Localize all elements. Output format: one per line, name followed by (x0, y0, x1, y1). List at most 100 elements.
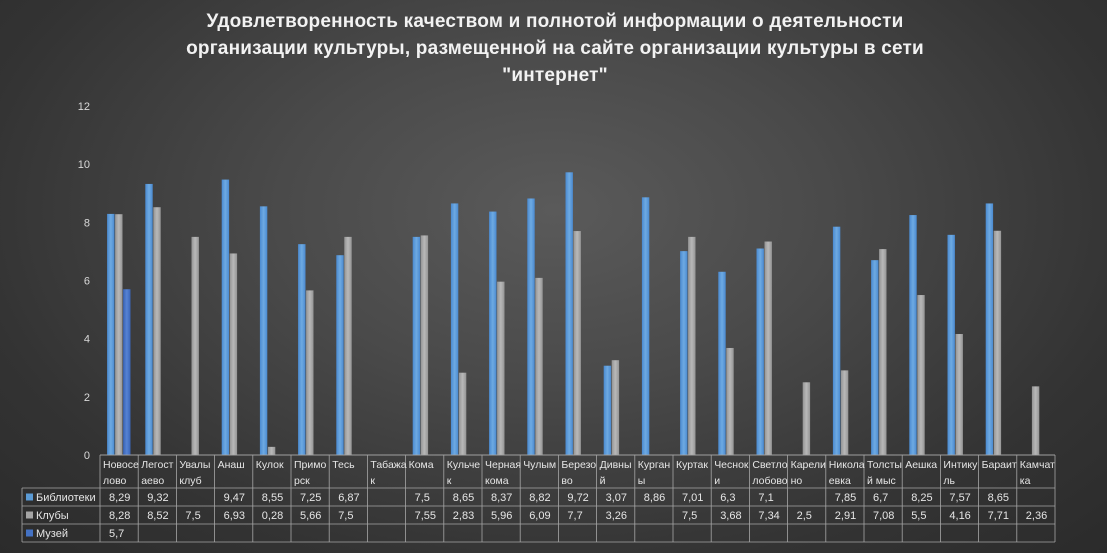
table-value: 8,52 (147, 510, 168, 522)
table-value: 9,32 (147, 492, 168, 504)
category-label: к (447, 475, 452, 487)
bar-libraries (221, 179, 230, 456)
bar-clubs (306, 290, 314, 455)
bar-clubs (420, 235, 429, 455)
table-value: 6,3 (720, 492, 735, 504)
bar-clubs (191, 236, 199, 455)
category-label: Чеснок (714, 459, 749, 471)
bar-libraries (603, 365, 612, 455)
category-label: Камчат (1020, 459, 1055, 471)
bar-clubs (840, 370, 849, 455)
category-label: й мыс (867, 475, 896, 487)
category-label: Новосе (103, 459, 139, 471)
category-label: Чулым (523, 459, 556, 471)
chart-title-line-1: Удовлетворенность качеством и полнотой и… (206, 11, 904, 32)
table-value: 4,16 (949, 510, 970, 522)
bar-libraries (985, 203, 994, 455)
table-value: 7,08 (873, 510, 894, 522)
table-value: 2,83 (453, 510, 474, 522)
bar-clubs (688, 236, 696, 455)
category-label: Дивны (600, 459, 632, 471)
bar-libraries (450, 203, 459, 455)
category-label: лово (103, 475, 127, 487)
table-value: 2,36 (1026, 510, 1047, 522)
bar-clubs (955, 334, 963, 455)
category-label: во (561, 475, 572, 487)
category-label: евка (829, 475, 851, 487)
table-value: 8,29 (109, 492, 130, 504)
table-value: 6,7 (873, 492, 888, 504)
legend-label: Клубы (36, 510, 69, 522)
table-value: 7,01 (682, 492, 703, 504)
bar-clubs (115, 214, 123, 455)
bar-clubs (267, 446, 276, 455)
y-tick-label: 4 (84, 334, 90, 346)
table-value: 7,25 (300, 492, 321, 504)
bar-clubs (917, 295, 925, 455)
bar-libraries (909, 215, 917, 455)
category-label: Кома (409, 459, 434, 471)
table-value: 5,5 (911, 510, 926, 522)
bar-libraries (756, 248, 764, 455)
bar-clubs (458, 372, 467, 455)
table-value: 7,5 (185, 510, 200, 522)
category-label: Легост (141, 459, 173, 471)
legend-key (26, 493, 33, 501)
table-value: 7,7 (567, 510, 582, 522)
category-label: кома (485, 475, 509, 487)
bar-clubs (344, 236, 352, 455)
bar-libraries (145, 183, 153, 455)
category-label: лобово (752, 475, 787, 487)
category-label: Никола (829, 459, 865, 471)
y-tick-label: 8 (84, 217, 90, 229)
table-value: 8,86 (644, 492, 665, 504)
bar-clubs (535, 277, 543, 455)
category-label: Березо (561, 459, 596, 471)
bar-clubs (726, 347, 734, 455)
table-value: 8,82 (529, 492, 550, 504)
bar-clubs (1031, 386, 1040, 455)
table-value: 3,68 (720, 510, 741, 522)
category-label: к (370, 475, 375, 487)
category-label: ы (638, 475, 646, 487)
bar-clubs (229, 253, 238, 455)
chart-title-line-3: "интернет" (502, 65, 608, 86)
table-value: 6,09 (529, 510, 550, 522)
table-value: 8,65 (988, 492, 1009, 504)
chart-title: Удовлетворенность качеством и полнотой и… (100, 8, 1010, 89)
category-label: Кулок (256, 459, 284, 471)
y-tick-label: 2 (84, 392, 90, 404)
legend-label: Библиотеки (36, 492, 96, 504)
table-value: 9,72 (567, 492, 588, 504)
category-label: клуб (179, 475, 201, 487)
legend-label: Музей (36, 528, 68, 540)
table-value: 7,55 (415, 510, 436, 522)
table-value: 5,66 (300, 510, 321, 522)
table-value: 3,07 (606, 492, 627, 504)
bar-clubs (153, 207, 161, 455)
bar-libraries (641, 197, 650, 456)
category-label: Светло (752, 459, 787, 471)
bar-museum (123, 289, 131, 455)
category-label: Карели (791, 459, 826, 471)
table-value: 7,57 (949, 492, 970, 504)
category-label: Увалы (179, 459, 210, 471)
bar-clubs (993, 230, 1002, 455)
bar-clubs (802, 382, 811, 455)
bar-libraries (298, 244, 306, 455)
table-value: 6,93 (224, 510, 245, 522)
category-label: Курган (638, 459, 671, 471)
table-value: 0,28 (262, 510, 283, 522)
table-value: 3,26 (606, 510, 627, 522)
table-value: 8,25 (911, 492, 932, 504)
category-label: Табажа (370, 459, 406, 471)
bar-libraries (718, 271, 726, 455)
table-value: 7,5 (682, 510, 697, 522)
table-value: 9,47 (224, 492, 245, 504)
table-value: 7,71 (988, 510, 1009, 522)
bar-clubs (573, 231, 581, 455)
category-label: Толсты (867, 459, 902, 471)
table-value: 7,85 (835, 492, 856, 504)
table-value: 5,7 (109, 528, 124, 540)
